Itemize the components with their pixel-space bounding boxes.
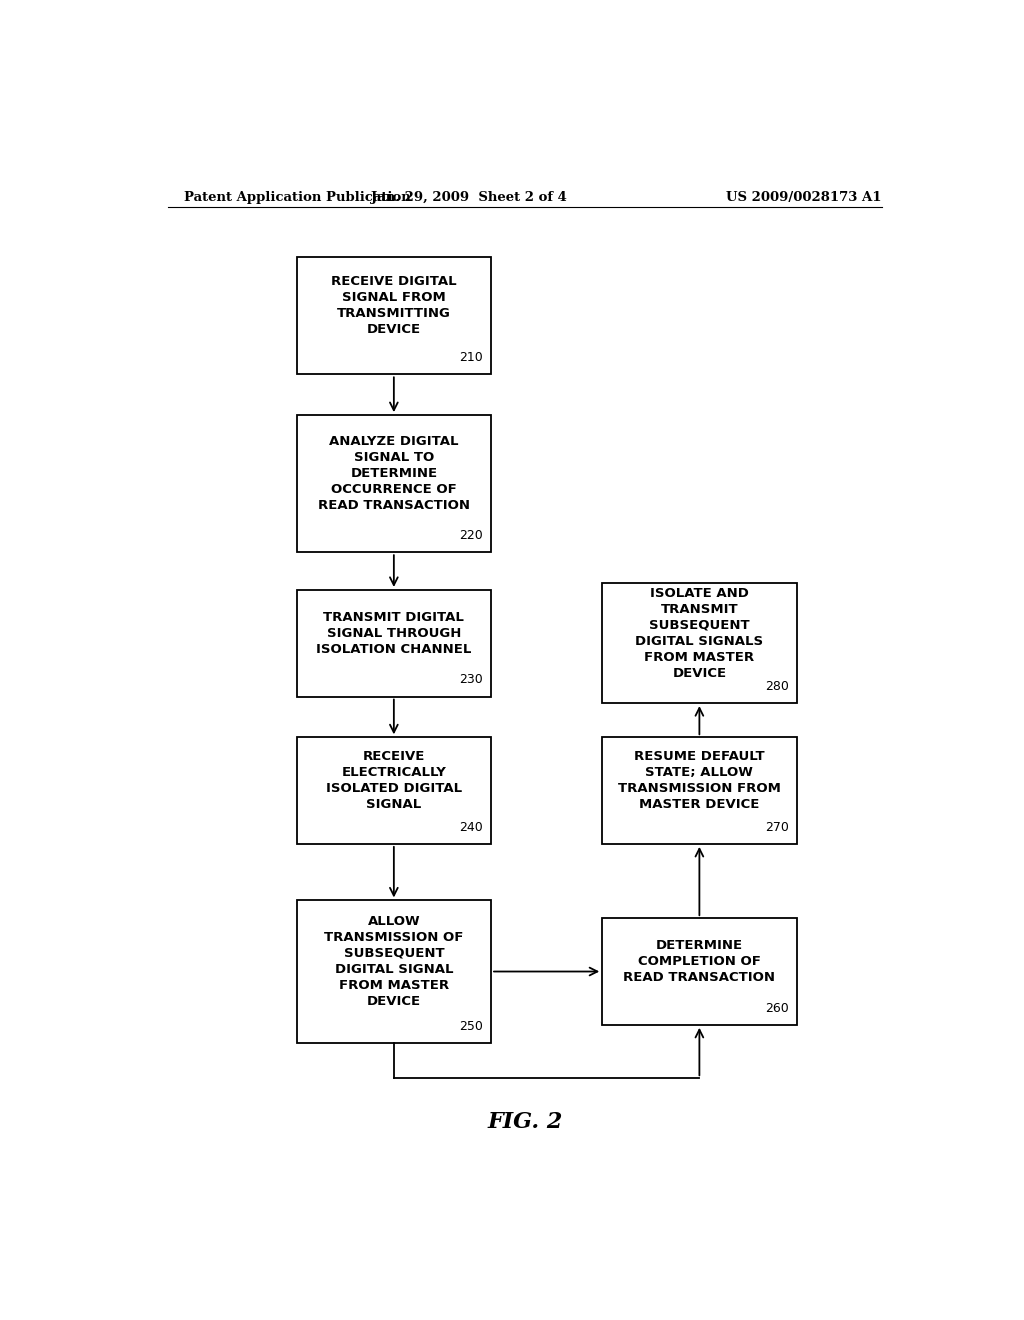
Text: DETERMINE
COMPLETION OF
READ TRANSACTION: DETERMINE COMPLETION OF READ TRANSACTION	[624, 939, 775, 983]
Text: RECEIVE DIGITAL
SIGNAL FROM
TRANSMITTING
DEVICE: RECEIVE DIGITAL SIGNAL FROM TRANSMITTING…	[331, 276, 457, 337]
Bar	[297, 414, 492, 552]
Text: 240: 240	[460, 821, 483, 834]
Text: TRANSMIT DIGITAL
SIGNAL THROUGH
ISOLATION CHANNEL: TRANSMIT DIGITAL SIGNAL THROUGH ISOLATIO…	[316, 611, 471, 656]
Text: ALLOW
TRANSMISSION OF
SUBSEQUENT
DIGITAL SIGNAL
FROM MASTER
DEVICE: ALLOW TRANSMISSION OF SUBSEQUENT DIGITAL…	[325, 915, 464, 1008]
Text: RESUME DEFAULT
STATE; ALLOW
TRANSMISSION FROM
MASTER DEVICE: RESUME DEFAULT STATE; ALLOW TRANSMISSION…	[617, 750, 781, 810]
Bar	[602, 738, 797, 843]
Text: ANALYZE DIGITAL
SIGNAL TO
DETERMINE
OCCURRENCE OF
READ TRANSACTION: ANALYZE DIGITAL SIGNAL TO DETERMINE OCCU…	[317, 436, 470, 512]
Bar	[602, 919, 797, 1024]
Text: FIG. 2: FIG. 2	[487, 1111, 562, 1133]
Text: ISOLATE AND
TRANSMIT
SUBSEQUENT
DIGITAL SIGNALS
FROM MASTER
DEVICE: ISOLATE AND TRANSMIT SUBSEQUENT DIGITAL …	[635, 586, 764, 680]
Text: Patent Application Publication: Patent Application Publication	[183, 190, 411, 203]
Bar	[297, 900, 492, 1043]
Bar	[602, 583, 797, 704]
Text: 280: 280	[765, 680, 788, 693]
Bar	[297, 590, 492, 697]
Text: RECEIVE
ELECTRICALLY
ISOLATED DIGITAL
SIGNAL: RECEIVE ELECTRICALLY ISOLATED DIGITAL SI…	[326, 750, 462, 810]
Text: 230: 230	[460, 673, 483, 686]
Text: 250: 250	[459, 1019, 483, 1032]
Text: Jan. 29, 2009  Sheet 2 of 4: Jan. 29, 2009 Sheet 2 of 4	[372, 190, 567, 203]
Bar	[297, 257, 492, 375]
Text: 220: 220	[460, 529, 483, 543]
Text: 210: 210	[460, 351, 483, 364]
Text: 270: 270	[765, 821, 788, 834]
Bar	[297, 738, 492, 843]
Text: US 2009/0028173 A1: US 2009/0028173 A1	[726, 190, 882, 203]
Text: 260: 260	[765, 1002, 788, 1015]
